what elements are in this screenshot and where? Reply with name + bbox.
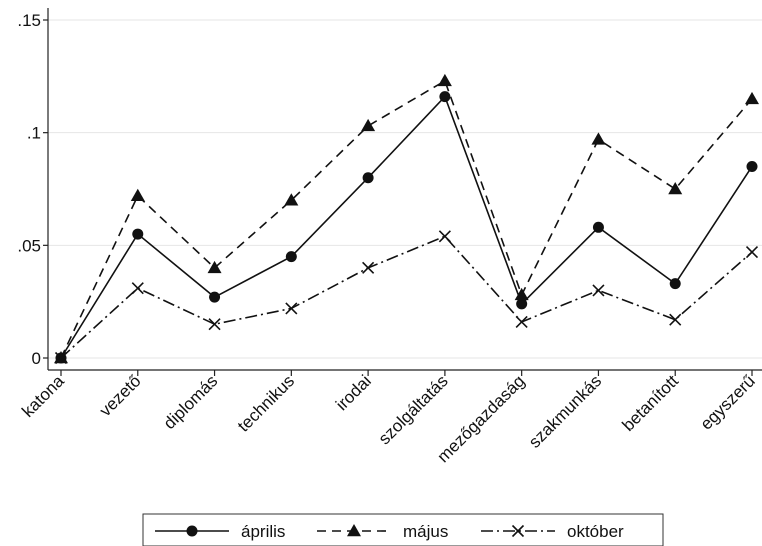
data-point <box>285 302 298 315</box>
data-point <box>209 291 221 303</box>
series-2 <box>54 73 759 364</box>
x-tick-label: technikus <box>234 371 298 435</box>
legend-label: október <box>567 522 624 541</box>
data-point <box>284 193 299 206</box>
data-point <box>591 132 606 145</box>
legend-item: május <box>317 522 448 541</box>
data-point <box>669 313 682 326</box>
legend-marker <box>186 525 198 537</box>
series-line <box>60 79 753 359</box>
series-1 <box>55 91 758 364</box>
y-tick-label: 0 <box>32 349 41 368</box>
axes <box>47 8 762 371</box>
data-point <box>362 172 374 184</box>
data-point <box>131 282 144 295</box>
y-tick-label: .15 <box>17 11 41 30</box>
data-point <box>668 182 683 195</box>
data-point <box>592 284 605 297</box>
data-point <box>745 246 759 259</box>
data-point <box>514 287 529 301</box>
data-point <box>592 221 604 233</box>
x-tick-label: katona <box>18 371 68 421</box>
data-point <box>437 73 452 87</box>
series-line <box>60 95 753 359</box>
series-3 <box>54 230 759 365</box>
series-line <box>60 235 753 359</box>
y-tick-label: .1 <box>27 124 41 143</box>
legend-box <box>142 513 664 546</box>
gridlines <box>48 19 762 359</box>
series-group <box>54 73 759 365</box>
legend-marker <box>511 524 525 538</box>
data-point <box>130 188 145 202</box>
x-tick-label: egyszerű <box>697 371 759 433</box>
legend-marker <box>347 524 361 537</box>
data-point <box>207 260 222 274</box>
legend: április május október <box>142 513 664 546</box>
legend-item: október <box>481 522 624 541</box>
data-point <box>438 230 451 243</box>
x-axis-ticks: katona vezető diplomás technikus irodai szolg… <box>18 370 759 466</box>
data-point <box>745 91 759 105</box>
data-point <box>54 351 68 365</box>
data-point <box>439 91 451 103</box>
data-point <box>746 160 758 172</box>
data-point <box>669 278 681 290</box>
data-point <box>285 251 297 263</box>
data-point <box>516 298 528 310</box>
data-point <box>208 318 221 331</box>
x-tick-label: szolgáltatás <box>375 371 452 448</box>
legend-label: május <box>403 522 448 541</box>
x-tick-label: szakmunkás <box>525 371 605 451</box>
x-tick-label: betanított <box>618 371 682 435</box>
data-point <box>362 261 375 274</box>
legend-item: április <box>155 522 285 541</box>
data-point <box>361 118 376 132</box>
x-tick-label: vezető <box>96 371 145 420</box>
x-tick-label: diplomás <box>160 371 222 433</box>
data-point <box>132 228 144 240</box>
legend-label: április <box>241 522 285 541</box>
y-axis-ticks: 0 .05 .1 .15 <box>17 11 48 368</box>
x-tick-label: irodai <box>332 371 375 414</box>
y-tick-label: .05 <box>17 236 41 255</box>
data-point <box>515 315 528 329</box>
